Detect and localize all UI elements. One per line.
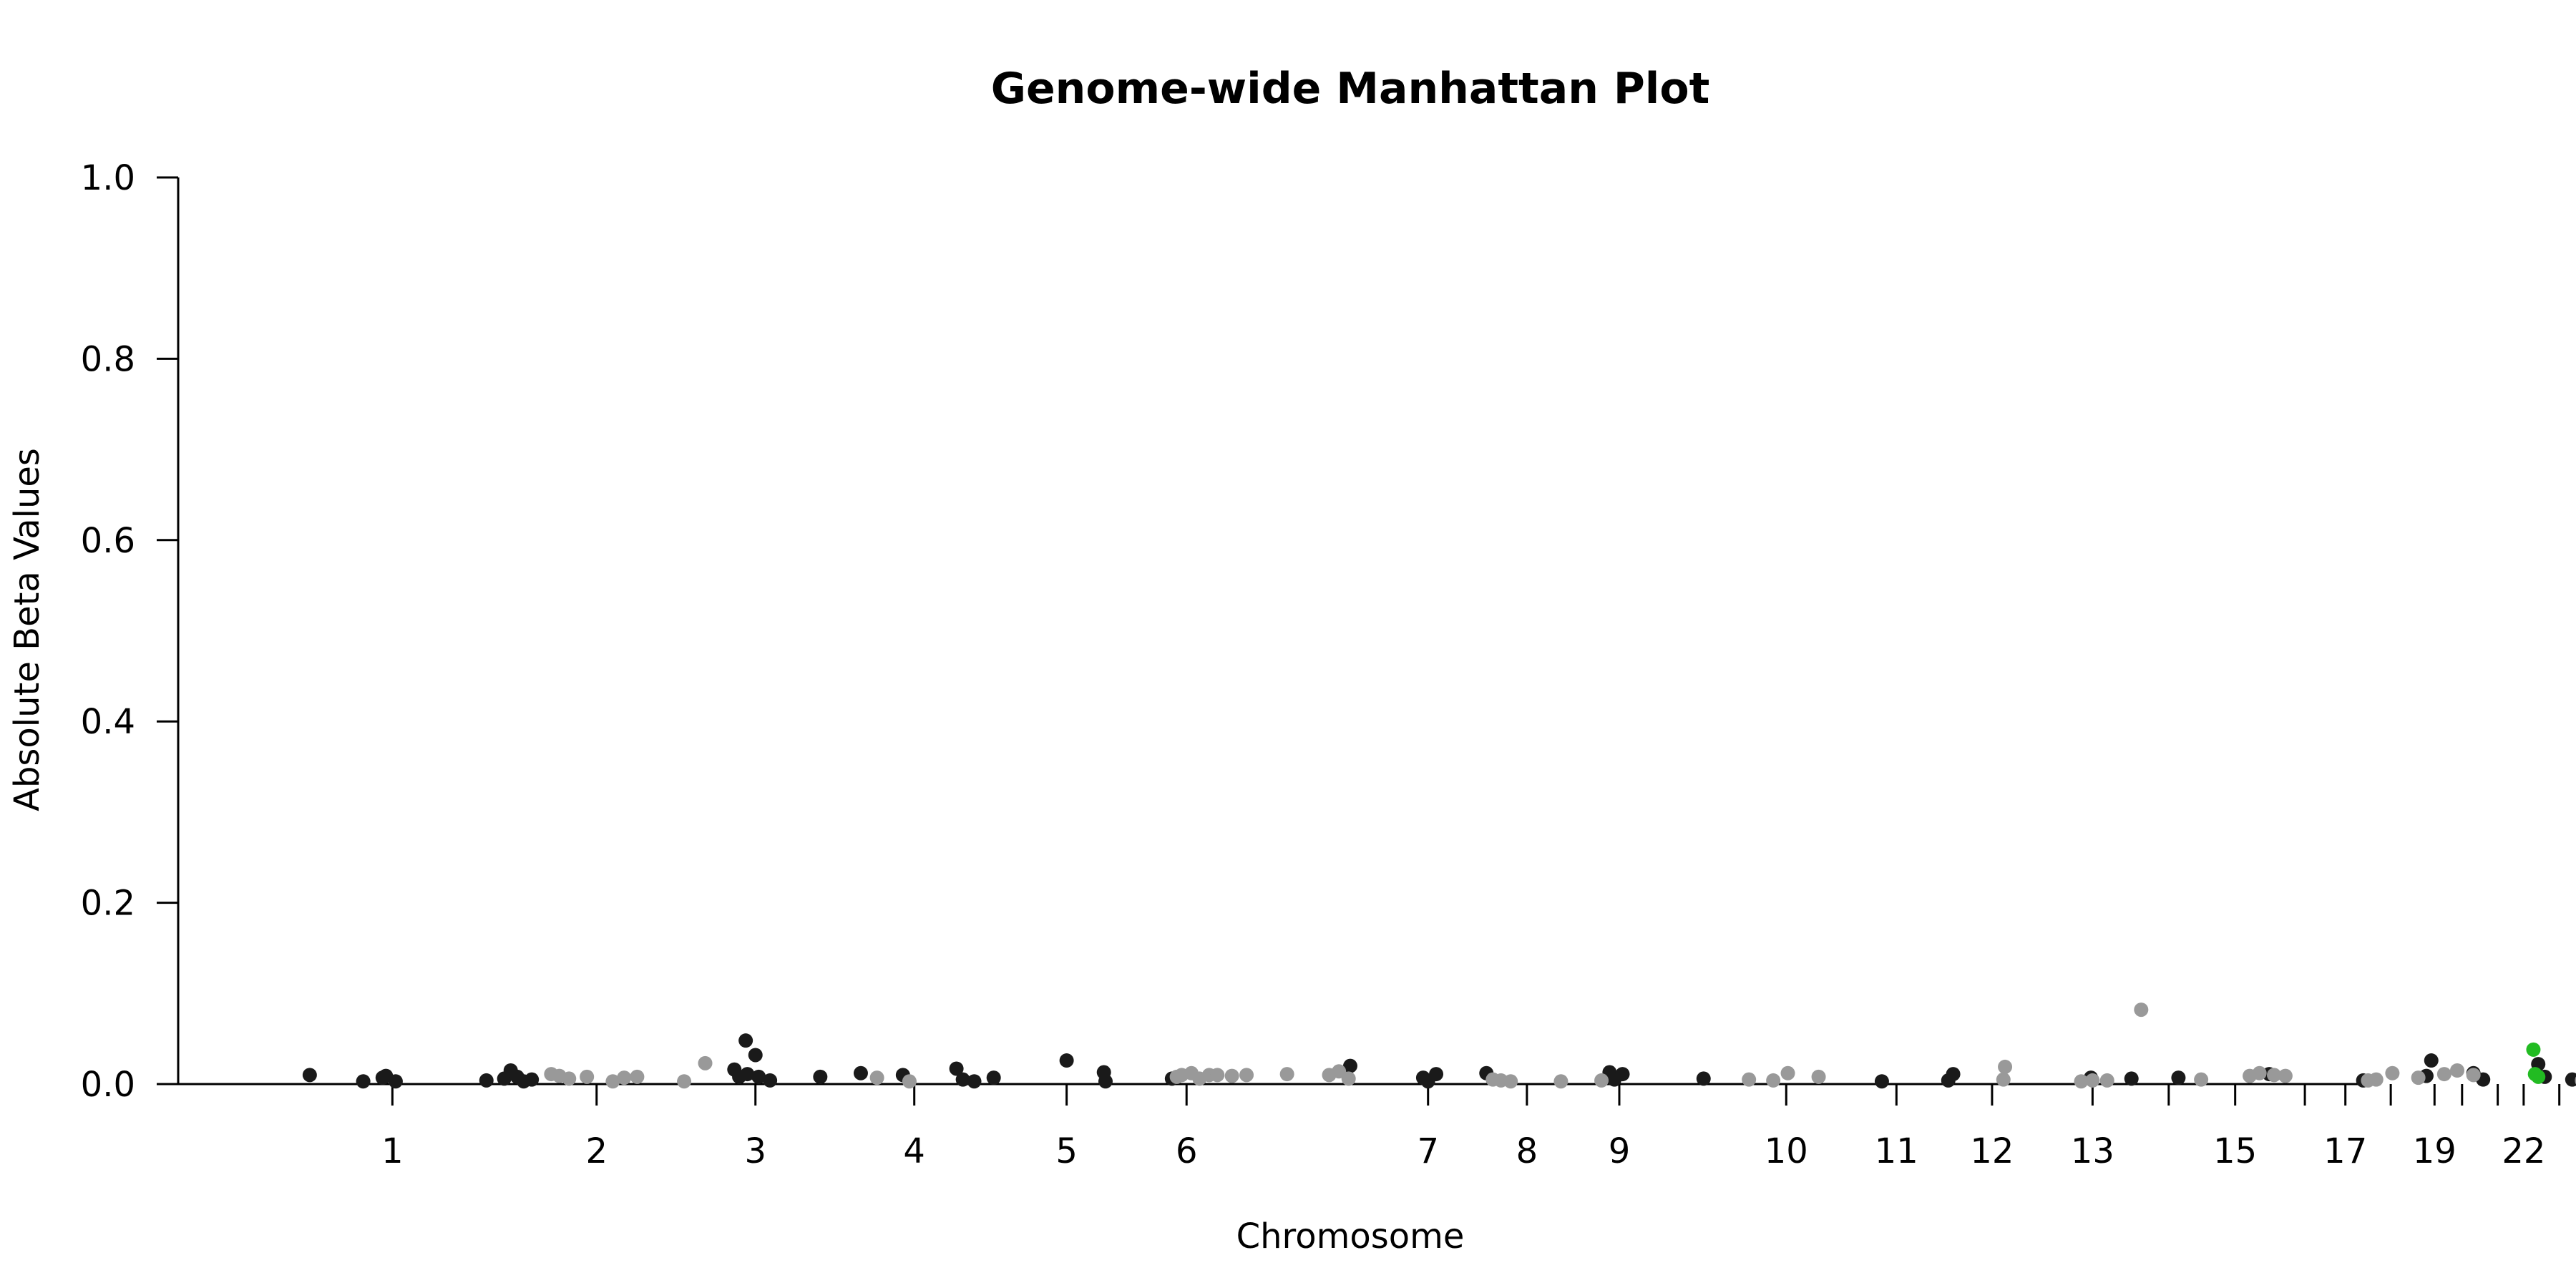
x-tick-label: 5 bbox=[1055, 1131, 1078, 1171]
data-point bbox=[1224, 1068, 1239, 1083]
data-point bbox=[751, 1069, 766, 1084]
data-point bbox=[1615, 1067, 1630, 1082]
data-point bbox=[2449, 1063, 2464, 1078]
data-point bbox=[2466, 1068, 2481, 1083]
data-point bbox=[2411, 1070, 2426, 1085]
x-tick-label: 4 bbox=[903, 1131, 925, 1171]
data-points bbox=[302, 1002, 2576, 1089]
data-point bbox=[2385, 1065, 2400, 1080]
x-tick-label: 10 bbox=[1765, 1131, 1808, 1171]
x-tick-label: 6 bbox=[1176, 1131, 1198, 1171]
data-point bbox=[2278, 1068, 2293, 1083]
data-point bbox=[2099, 1073, 2114, 1088]
data-point bbox=[955, 1072, 970, 1087]
data-point bbox=[869, 1070, 884, 1085]
data-point bbox=[1503, 1074, 1518, 1089]
data-point bbox=[1998, 1059, 2013, 1074]
data-point bbox=[1279, 1067, 1294, 1082]
data-point bbox=[1210, 1068, 1225, 1083]
data-point bbox=[967, 1074, 982, 1089]
data-point bbox=[1098, 1074, 1113, 1089]
data-point bbox=[2074, 1074, 2089, 1089]
data-point bbox=[525, 1072, 540, 1087]
x-tick-label: 12 bbox=[1970, 1131, 2014, 1171]
x-tick-label: 19 bbox=[2413, 1131, 2457, 1171]
data-point bbox=[605, 1074, 620, 1089]
data-point bbox=[2124, 1071, 2139, 1086]
data-point bbox=[698, 1055, 713, 1070]
data-point bbox=[1059, 1053, 1074, 1068]
data-point bbox=[1429, 1067, 1444, 1082]
data-point bbox=[2436, 1067, 2451, 1082]
x-tick-label: 17 bbox=[2323, 1131, 2367, 1171]
data-point bbox=[388, 1074, 403, 1089]
data-point bbox=[2252, 1065, 2267, 1080]
y-tick-label: 0.8 bbox=[81, 339, 135, 379]
data-point bbox=[479, 1073, 494, 1088]
data-point bbox=[1742, 1072, 1757, 1087]
data-point bbox=[1332, 1064, 1347, 1079]
data-point bbox=[2526, 1042, 2541, 1057]
x-tick-label: 11 bbox=[1875, 1131, 1918, 1171]
x-axis-label: Chromosome bbox=[1236, 1216, 1465, 1257]
x-tick-label: 3 bbox=[744, 1131, 766, 1171]
data-point bbox=[630, 1069, 645, 1084]
data-point bbox=[2134, 1002, 2149, 1018]
data-point bbox=[986, 1070, 1001, 1085]
data-point bbox=[813, 1069, 828, 1084]
data-point bbox=[2171, 1070, 2186, 1085]
data-point bbox=[1946, 1067, 1961, 1082]
data-point bbox=[1553, 1074, 1568, 1089]
data-point bbox=[853, 1065, 868, 1080]
data-point bbox=[1766, 1073, 1781, 1088]
data-point bbox=[1594, 1073, 1609, 1088]
data-point bbox=[2368, 1072, 2384, 1087]
x-tick-label: 7 bbox=[1417, 1131, 1439, 1171]
y-axis-label: Absolute Beta Values bbox=[7, 448, 47, 811]
data-point bbox=[356, 1074, 371, 1089]
data-point bbox=[1341, 1071, 1356, 1086]
data-point bbox=[677, 1074, 692, 1089]
data-point bbox=[1780, 1065, 1795, 1080]
data-point bbox=[1342, 1058, 1357, 1073]
data-point bbox=[562, 1071, 577, 1086]
data-point bbox=[763, 1073, 778, 1088]
data-point bbox=[580, 1069, 595, 1084]
y-axis: 0.0 0.2 0.4 0.6 0.8 1.0 bbox=[81, 158, 180, 1105]
data-point bbox=[2085, 1073, 2100, 1088]
data-point bbox=[1696, 1071, 1711, 1086]
y-tick-label: 1.0 bbox=[81, 158, 135, 198]
data-point bbox=[748, 1048, 763, 1063]
x-tick-label: 2 bbox=[585, 1131, 608, 1171]
x-tick-label: 1 bbox=[381, 1131, 404, 1171]
y-tick-label: 0.0 bbox=[81, 1065, 135, 1105]
x-tick-label: 22 bbox=[2502, 1131, 2545, 1171]
y-tick-label: 0.6 bbox=[81, 521, 135, 561]
data-point bbox=[617, 1070, 632, 1085]
x-tick-label: 8 bbox=[1516, 1131, 1538, 1171]
data-point bbox=[1996, 1072, 2011, 1087]
data-point bbox=[2267, 1068, 2282, 1083]
data-point bbox=[302, 1068, 317, 1083]
x-tick-label: 13 bbox=[2071, 1131, 2114, 1171]
data-point bbox=[1874, 1074, 1889, 1089]
data-point bbox=[1239, 1068, 1254, 1083]
data-point bbox=[738, 1033, 753, 1048]
chart-title: Genome-wide Manhattan Plot bbox=[991, 64, 1710, 114]
x-axis: 1 2 3 4 5 6 7 8 9 10 11 12 13 15 17 19 22 bbox=[178, 1083, 2561, 1171]
data-point bbox=[949, 1061, 964, 1076]
y-tick-label: 0.2 bbox=[81, 884, 135, 924]
data-point bbox=[2194, 1072, 2209, 1087]
data-point bbox=[2565, 1072, 2576, 1087]
data-point bbox=[2424, 1053, 2439, 1068]
x-tick-label: 15 bbox=[2213, 1131, 2257, 1171]
data-point bbox=[1811, 1069, 1826, 1084]
data-point bbox=[902, 1074, 917, 1089]
x-tick-label: 9 bbox=[1609, 1131, 1631, 1171]
data-point bbox=[2531, 1069, 2546, 1084]
y-tick-label: 0.4 bbox=[81, 702, 135, 742]
data-point bbox=[740, 1067, 755, 1082]
